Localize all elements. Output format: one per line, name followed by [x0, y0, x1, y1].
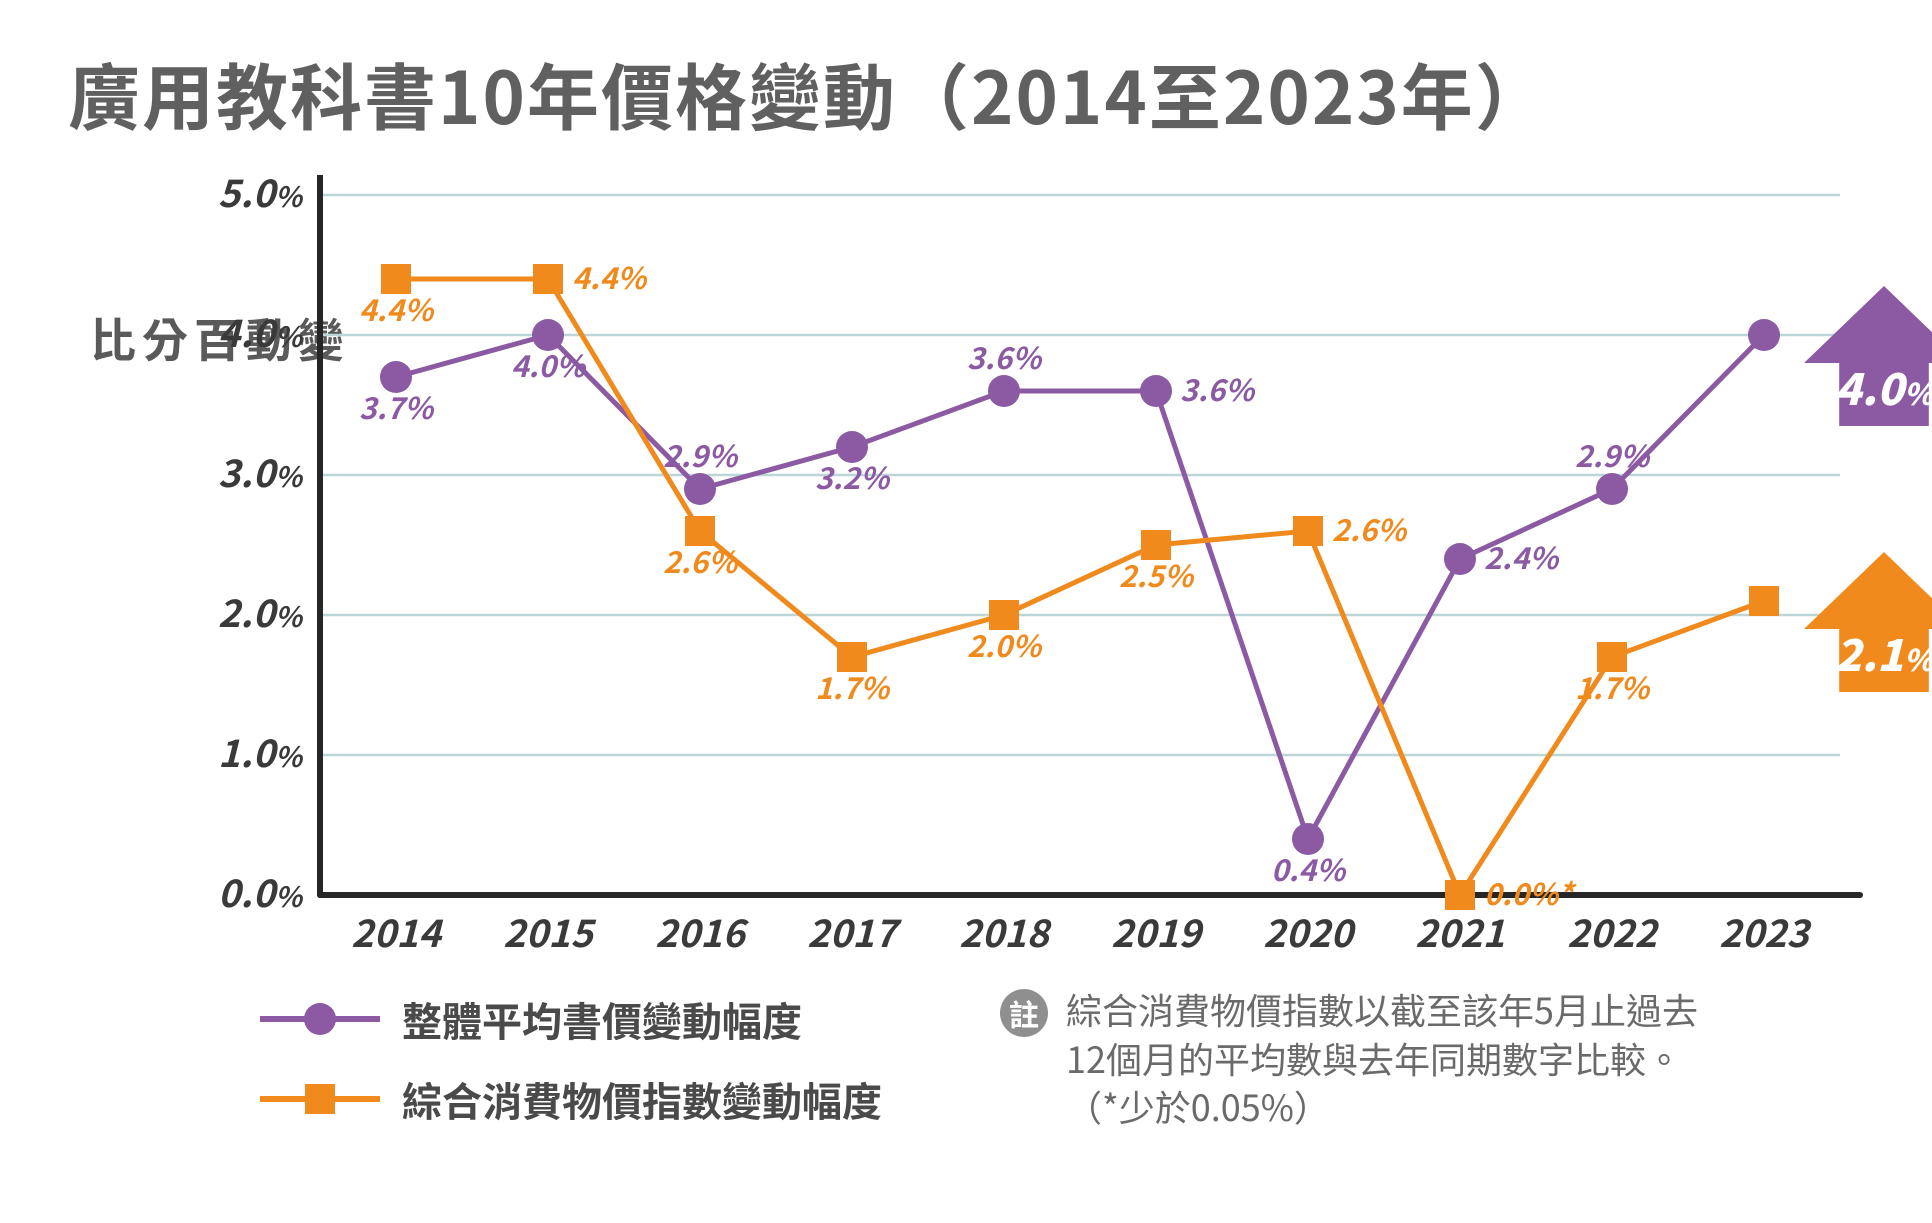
note-text: 綜合消費物價指數以截至該年5月止過去12個月的平均數與去年同期數字比較。（*少於… — [1066, 985, 1698, 1131]
svg-text:4.0%: 4.0% — [218, 303, 304, 358]
svg-text:2.0%: 2.0% — [967, 622, 1043, 666]
svg-text:4.4%: 4.4% — [572, 254, 648, 298]
svg-text:2023: 2023 — [1719, 903, 1812, 958]
svg-text:2019: 2019 — [1111, 903, 1205, 958]
legend-label: 整體平均書價變動幅度 — [402, 990, 802, 1048]
note-badge-icon: 註 — [1000, 989, 1048, 1037]
legend: 整體平均書價變動幅度綜合消費物價指數變動幅度 — [260, 990, 882, 1150]
svg-text:0.0%: 0.0% — [218, 863, 304, 918]
chart-title: 廣用教科書10年價格變動（2014至2023年） — [68, 40, 1872, 145]
svg-text:3.7%: 3.7% — [359, 384, 435, 428]
svg-text:2.9%: 2.9% — [663, 432, 739, 476]
legend-label: 綜合消費物價指數變動幅度 — [402, 1070, 882, 1128]
svg-text:2.9%: 2.9% — [1575, 432, 1651, 476]
svg-text:2018: 2018 — [959, 903, 1052, 958]
svg-text:2.6%: 2.6% — [663, 538, 739, 582]
svg-text:0.0%*: 0.0%* — [1484, 870, 1577, 914]
svg-text:2022: 2022 — [1567, 903, 1660, 958]
svg-text:2016: 2016 — [655, 903, 749, 958]
svg-text:4.0%: 4.0% — [511, 342, 587, 386]
svg-text:2017: 2017 — [807, 903, 902, 958]
footnote: 註 綜合消費物價指數以截至該年5月止過去12個月的平均數與去年同期數字比較。（*… — [1000, 985, 1698, 1131]
svg-text:3.6%: 3.6% — [967, 334, 1043, 378]
legend-item: 綜合消費物價指數變動幅度 — [260, 1070, 882, 1128]
chart-plot: 0.0% 1.0% 2.0% 3.0% 4.0% 5.0% 2014 2015 2016 2017… — [180, 175, 1872, 970]
svg-text:3.6%: 3.6% — [1180, 366, 1256, 410]
svg-text:2.6%: 2.6% — [1332, 506, 1408, 550]
svg-text:1.7%: 1.7% — [1575, 664, 1651, 708]
svg-text:5.0%: 5.0% — [218, 175, 304, 218]
svg-text:2.0%: 2.0% — [218, 583, 304, 638]
svg-text:2014: 2014 — [351, 903, 443, 958]
svg-text:0.4%: 0.4% — [1271, 846, 1347, 890]
svg-text:3.0%: 3.0% — [218, 443, 304, 498]
svg-text:2.5%: 2.5% — [1119, 552, 1195, 596]
svg-text:2015: 2015 — [503, 903, 596, 958]
svg-text:3.2%: 3.2% — [815, 454, 891, 498]
chart-area: 變動百分比 0.0%1.0%2.0%3.0%4.0%5.0%2014201520… — [180, 175, 1872, 970]
svg-text:2.4%: 2.4% — [1484, 534, 1560, 578]
svg-text:2020: 2020 — [1263, 903, 1357, 958]
svg-text:1.0%: 1.0% — [218, 723, 304, 778]
svg-text:4.4%: 4.4% — [359, 286, 435, 330]
svg-text:1.7%: 1.7% — [815, 664, 891, 708]
legend-item: 整體平均書價變動幅度 — [260, 990, 882, 1048]
